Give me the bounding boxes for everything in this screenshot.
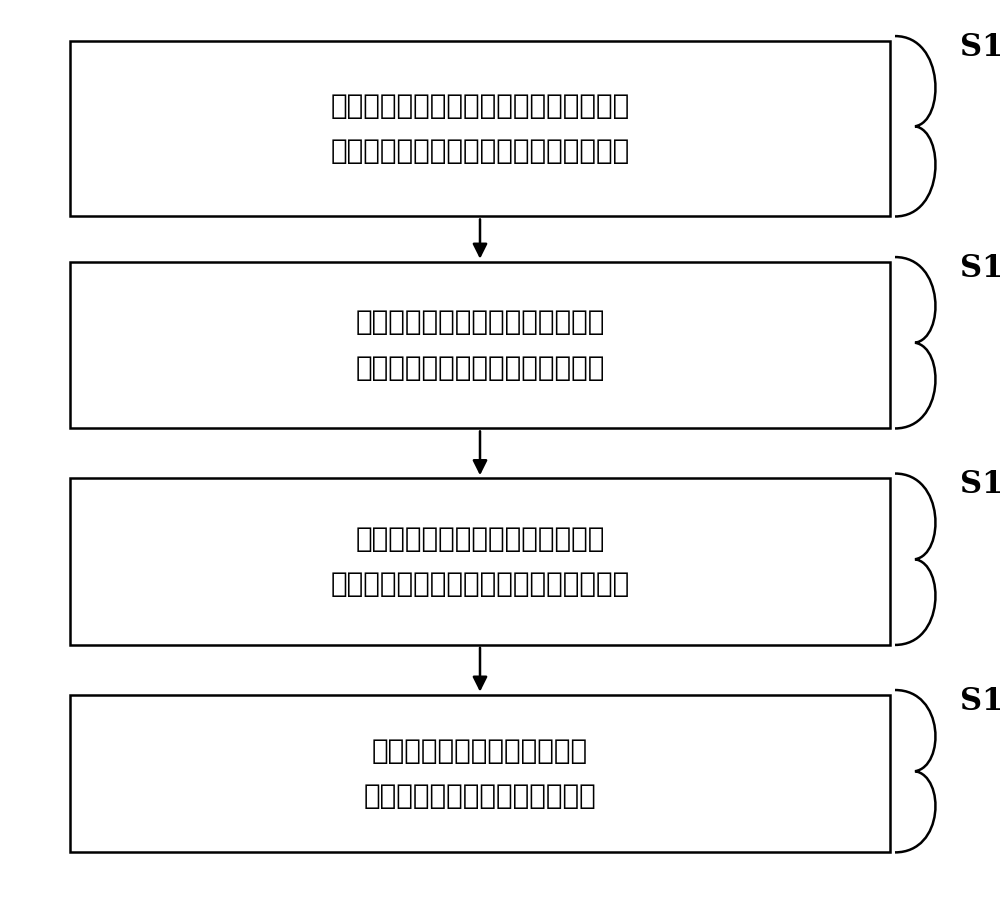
Bar xyxy=(70,262,890,428)
Text: S103: S103 xyxy=(960,469,1000,500)
Bar xyxy=(70,41,890,216)
Text: S102: S102 xyxy=(960,253,1000,283)
Text: 根据压力差和第三冷媒流量对
第二电子膨胀阀的开度进行控制: 根据压力差和第三冷媒流量对 第二电子膨胀阀的开度进行控制 xyxy=(364,737,596,810)
Text: S104: S104 xyxy=(960,686,1000,716)
Bar xyxy=(70,695,890,852)
Text: 根据第一冷媒流量和第二冷媒流量
计算通过第二电子膨胀阀的第三冷媒流量: 根据第一冷媒流量和第二冷媒流量 计算通过第二电子膨胀阀的第三冷媒流量 xyxy=(330,525,630,598)
Bar xyxy=(70,478,890,645)
Text: 根据第一压力传感器和第二压力传感器的
压力値计算第二电子膨胀阀两端的压力差: 根据第一压力传感器和第二压力传感器的 压力値计算第二电子膨胀阀两端的压力差 xyxy=(330,92,630,165)
Text: S101: S101 xyxy=(960,32,1000,62)
Text: 获取制热内机用的第一冷媒流量，
并获取制冷内机用的第二冷媒流量: 获取制热内机用的第一冷媒流量， 并获取制冷内机用的第二冷媒流量 xyxy=(355,308,605,382)
